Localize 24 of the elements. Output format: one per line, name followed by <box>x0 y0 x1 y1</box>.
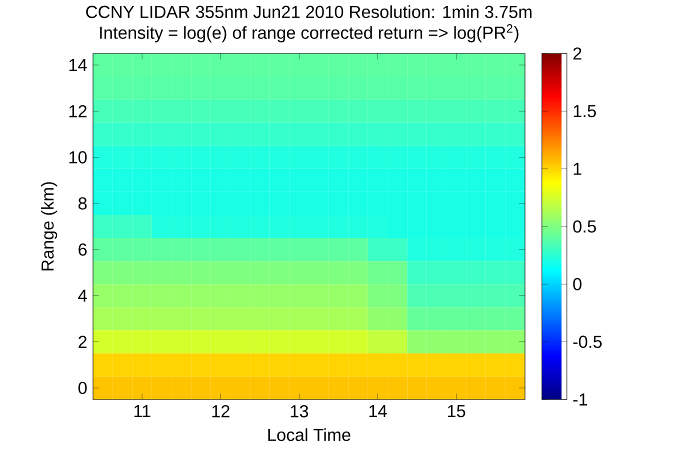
color-bar-label: 1 <box>574 162 582 175</box>
chart-title: CCNY LIDAR 355nm Jun21 2010 Resolution: 1min 3.75m <box>86 5 532 18</box>
x-axis-title: Local Time <box>268 428 350 441</box>
x-tick-label: 11 <box>134 404 150 417</box>
color-bar-label: 1.5 <box>574 104 596 117</box>
y-tick-label: 2 <box>78 336 87 348</box>
color-bar-label: -1 <box>573 393 588 406</box>
x-tick-label: 14 <box>369 404 387 417</box>
x-tick-label: 12 <box>212 404 230 417</box>
y-tick-label: 12 <box>69 104 87 117</box>
color-bar-label: 0.5 <box>573 220 596 232</box>
y-tick-label: 0 <box>78 382 87 394</box>
y-tick-label: 14 <box>69 58 87 71</box>
y-tick-label: 8 <box>78 197 87 210</box>
x-tick-label: 13 <box>290 404 308 418</box>
color-bar-label: 0 <box>573 278 582 290</box>
chart-subtitle: Intensity = log(e) of range corrected return => log(PR$^{2}$) <box>100 24 518 42</box>
color-bar-label: -0.5 <box>573 335 602 348</box>
y-tick-label: 10 <box>69 150 87 164</box>
y-tick-label: 4 <box>78 289 87 302</box>
color-bar-label: 2 <box>573 47 582 60</box>
x-tick-label: 15 <box>448 404 466 417</box>
y-tick-label: 6 <box>78 243 87 256</box>
y-axis-title: Range (km) <box>40 182 58 270</box>
